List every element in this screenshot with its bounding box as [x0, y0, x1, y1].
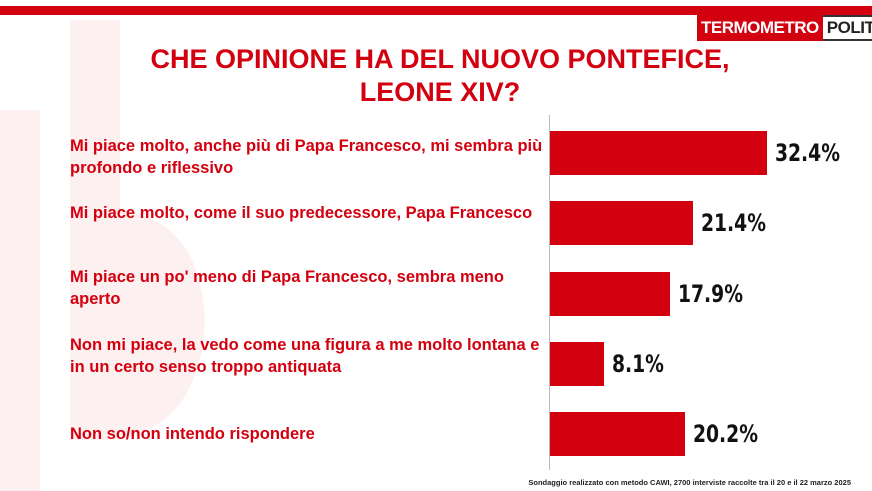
value-label: 8.1%	[612, 350, 664, 378]
value-label: 32.4%	[775, 139, 840, 167]
termometro-politico-logo: TERMOMETRO POLITICO	[697, 15, 872, 41]
value-label: 17.9%	[678, 280, 743, 308]
bar	[550, 272, 670, 316]
logo-part-politico: POLITICO	[822, 15, 872, 41]
chart-title-line: CHE OPINIONE HA DEL NUOVO PONTEFICE,	[150, 44, 730, 74]
category-label: Mi piace molto, come il suo predecessore…	[70, 204, 533, 222]
bar-axis-line	[549, 115, 550, 470]
top-accent-bar	[0, 6, 872, 15]
value-label: 20.2%	[693, 420, 758, 448]
bar	[550, 131, 767, 175]
bar	[550, 201, 693, 245]
category-label: Non so/non intendo rispondere	[70, 425, 315, 443]
chart-title-line: LEONE XIV?	[359, 77, 521, 107]
bar	[550, 342, 604, 386]
survey-footnote: Sondaggio realizzato con metodo CAWI, 27…	[528, 478, 851, 487]
value-label: 21.4%	[701, 209, 766, 237]
category-label: Mi piace molto, anche più di Papa France…	[70, 137, 543, 177]
category-label: Mi piace un po' meno di Papa Francesco, …	[70, 268, 504, 308]
bar	[550, 412, 685, 456]
logo-part-termometro: TERMOMETRO	[697, 15, 823, 41]
category-label: Non mi piace, la vedo come una figura a …	[70, 336, 540, 376]
chart-title: CHE OPINIONE HA DEL NUOVO PONTEFICE, LEO…	[40, 43, 840, 109]
